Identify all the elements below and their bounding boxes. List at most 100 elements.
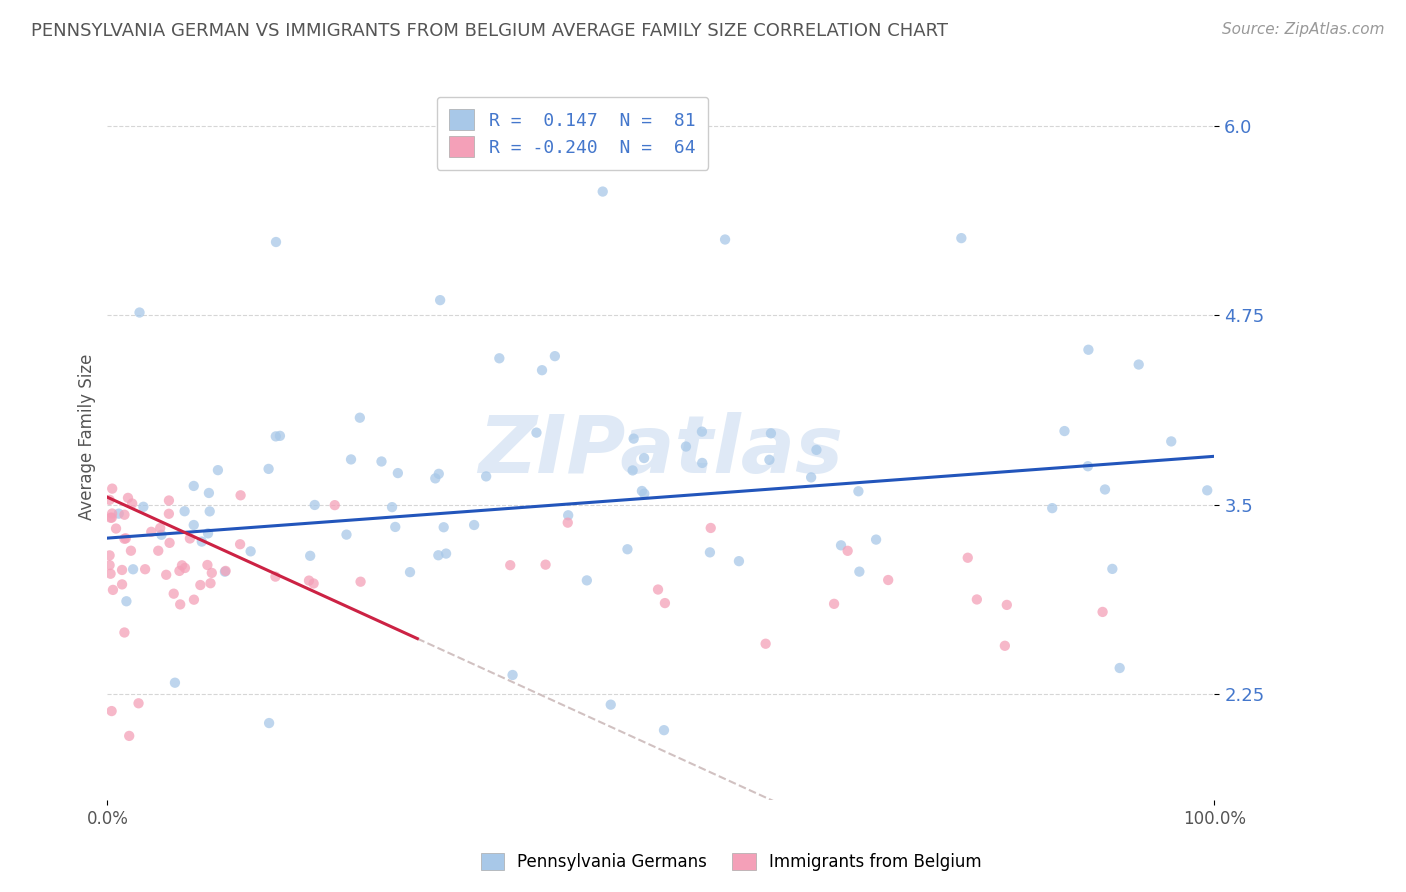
Point bbox=[120, 543, 142, 558]
Point bbox=[654, 596, 676, 610]
Point bbox=[848, 565, 870, 579]
Point bbox=[675, 440, 697, 454]
Point bbox=[966, 592, 988, 607]
Point bbox=[100, 704, 122, 718]
Point bbox=[214, 565, 236, 579]
Point bbox=[1077, 459, 1099, 474]
Point bbox=[690, 456, 713, 470]
Point bbox=[434, 547, 457, 561]
Point bbox=[122, 562, 145, 576]
Point bbox=[633, 486, 655, 500]
Point bbox=[557, 516, 579, 530]
Point bbox=[728, 554, 751, 568]
Point bbox=[229, 537, 252, 551]
Point bbox=[114, 532, 136, 546]
Point bbox=[995, 598, 1018, 612]
Point bbox=[531, 363, 554, 377]
Point bbox=[183, 479, 205, 493]
Point bbox=[118, 729, 141, 743]
Point bbox=[806, 442, 828, 457]
Point bbox=[699, 545, 721, 559]
Point bbox=[387, 466, 409, 480]
Point bbox=[384, 520, 406, 534]
Point bbox=[98, 558, 121, 573]
Point bbox=[169, 598, 191, 612]
Point bbox=[163, 587, 186, 601]
Point bbox=[758, 452, 780, 467]
Point bbox=[257, 716, 280, 731]
Point bbox=[502, 668, 524, 682]
Point bbox=[128, 696, 150, 710]
Point bbox=[463, 518, 485, 533]
Point bbox=[575, 574, 598, 588]
Point bbox=[349, 410, 371, 425]
Point bbox=[475, 469, 498, 483]
Point bbox=[150, 528, 173, 542]
Point bbox=[994, 639, 1017, 653]
Point bbox=[1101, 562, 1123, 576]
Point bbox=[169, 564, 191, 578]
Point bbox=[690, 425, 713, 439]
Text: Source: ZipAtlas.com: Source: ZipAtlas.com bbox=[1222, 22, 1385, 37]
Point bbox=[201, 566, 224, 580]
Point bbox=[100, 510, 122, 524]
Point bbox=[148, 543, 170, 558]
Point bbox=[264, 429, 287, 443]
Point bbox=[100, 566, 122, 581]
Point bbox=[207, 463, 229, 477]
Point bbox=[264, 569, 287, 583]
Point bbox=[179, 532, 201, 546]
Point bbox=[141, 524, 163, 539]
Point bbox=[107, 507, 129, 521]
Point bbox=[304, 498, 326, 512]
Point bbox=[239, 544, 262, 558]
Point bbox=[759, 426, 782, 441]
Point bbox=[800, 470, 823, 484]
Point bbox=[526, 425, 548, 440]
Point bbox=[155, 567, 177, 582]
Point bbox=[229, 488, 252, 502]
Point bbox=[114, 508, 136, 522]
Point bbox=[98, 492, 121, 507]
Point bbox=[128, 305, 150, 319]
Point bbox=[323, 498, 346, 512]
Point bbox=[302, 576, 325, 591]
Point bbox=[1040, 501, 1063, 516]
Point bbox=[488, 351, 510, 366]
Point bbox=[381, 500, 404, 515]
Point bbox=[117, 491, 139, 505]
Point bbox=[269, 429, 291, 443]
Point bbox=[257, 462, 280, 476]
Point bbox=[1108, 661, 1130, 675]
Point bbox=[157, 507, 180, 521]
Point bbox=[830, 538, 852, 552]
Point bbox=[340, 452, 363, 467]
Point bbox=[623, 432, 645, 446]
Point bbox=[755, 637, 778, 651]
Point bbox=[1128, 358, 1150, 372]
Point bbox=[956, 550, 979, 565]
Point bbox=[499, 558, 522, 573]
Text: ZIPatlas: ZIPatlas bbox=[478, 412, 844, 490]
Point bbox=[299, 549, 322, 563]
Point bbox=[429, 293, 451, 307]
Point bbox=[1091, 605, 1114, 619]
Point bbox=[1197, 483, 1219, 498]
Point bbox=[877, 573, 900, 587]
Point bbox=[647, 582, 669, 597]
Point bbox=[534, 558, 557, 572]
Point bbox=[174, 561, 197, 575]
Point bbox=[427, 548, 450, 562]
Point bbox=[1094, 483, 1116, 497]
Point bbox=[214, 564, 236, 578]
Point bbox=[633, 450, 655, 465]
Point bbox=[631, 483, 654, 498]
Point bbox=[101, 482, 124, 496]
Point bbox=[200, 576, 222, 591]
Point bbox=[197, 526, 219, 541]
Point bbox=[425, 471, 447, 485]
Point bbox=[191, 534, 214, 549]
Point bbox=[621, 463, 644, 477]
Point bbox=[557, 508, 579, 523]
Point bbox=[111, 563, 134, 577]
